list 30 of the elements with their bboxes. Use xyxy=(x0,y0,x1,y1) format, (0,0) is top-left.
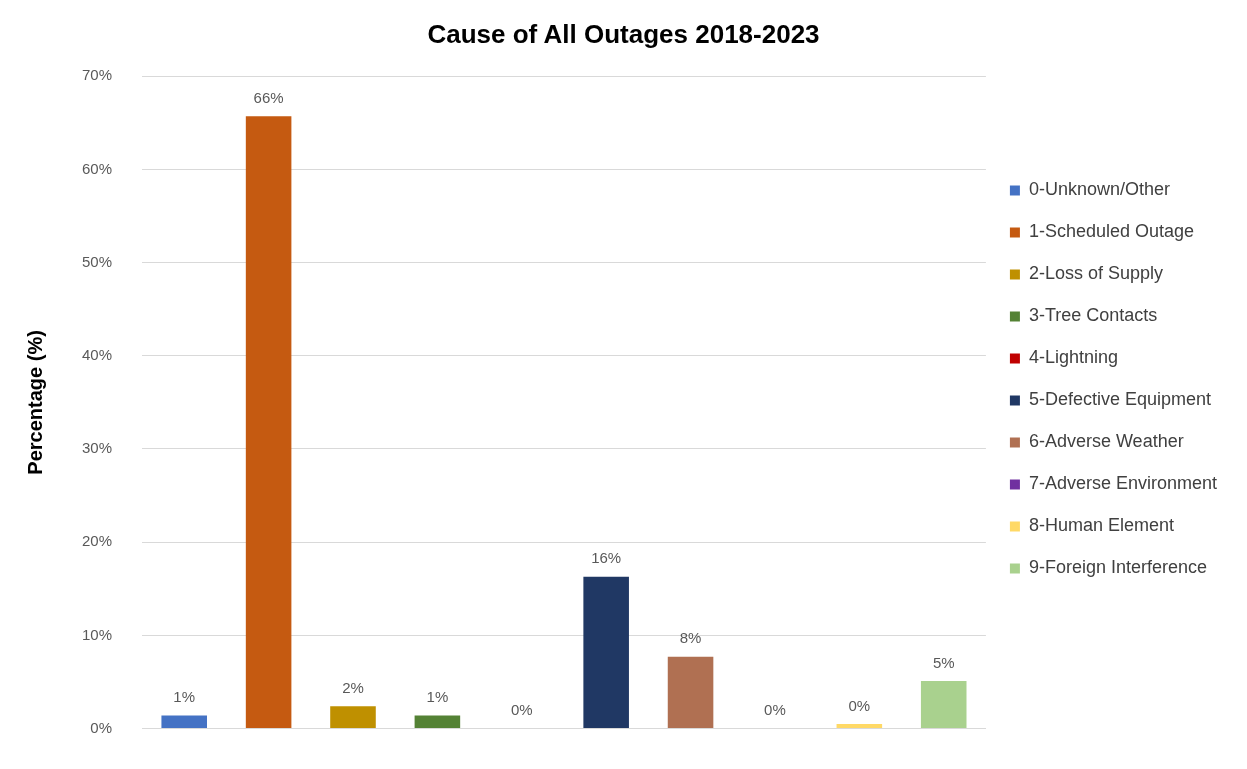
y-tick-label: 70% xyxy=(81,66,113,84)
legend-label: 8-Human Element xyxy=(1028,515,1174,536)
data-label: 0% xyxy=(764,701,786,719)
legend-label: 5-Defective Equipment xyxy=(1028,389,1212,410)
legend-label: 6-Adverse Weather xyxy=(1028,431,1184,452)
y-tick-label: 50% xyxy=(81,252,113,270)
legend-label: 4-Lightning xyxy=(1028,347,1118,368)
y-tick-label: 10% xyxy=(81,625,113,643)
legend-label: 2-Loss of Supply xyxy=(1028,263,1163,284)
data-label: 1% xyxy=(426,688,449,706)
y-axis-title: Percentage (%) xyxy=(23,330,46,475)
data-label: 5% xyxy=(932,653,955,671)
data-label: 1% xyxy=(173,688,196,706)
legend-label: 9-Foreign Interference xyxy=(1028,557,1208,578)
legend-label: 0-Unknown/Other xyxy=(1028,179,1170,200)
legend-label: 7-Adverse Environment xyxy=(1028,473,1218,494)
data-label: 0% xyxy=(848,696,871,714)
legend-label: 3-Tree Contacts xyxy=(1028,305,1158,326)
y-tick-label: 20% xyxy=(81,532,113,550)
data-label: 2% xyxy=(342,678,364,696)
data-label: 0% xyxy=(510,701,533,719)
legend-label: 1-Scheduled Outage xyxy=(1028,221,1195,242)
data-label: 8% xyxy=(679,629,702,647)
y-tick-label: 60% xyxy=(81,159,113,177)
y-tick-label: 0% xyxy=(90,718,113,736)
y-tick-label: 40% xyxy=(81,345,113,363)
data-label: 16% xyxy=(591,549,622,567)
chart-title: Cause of All Outages 2018-2023 xyxy=(427,18,820,49)
y-tick-label: 30% xyxy=(81,439,113,457)
data-label: 66% xyxy=(253,88,284,106)
